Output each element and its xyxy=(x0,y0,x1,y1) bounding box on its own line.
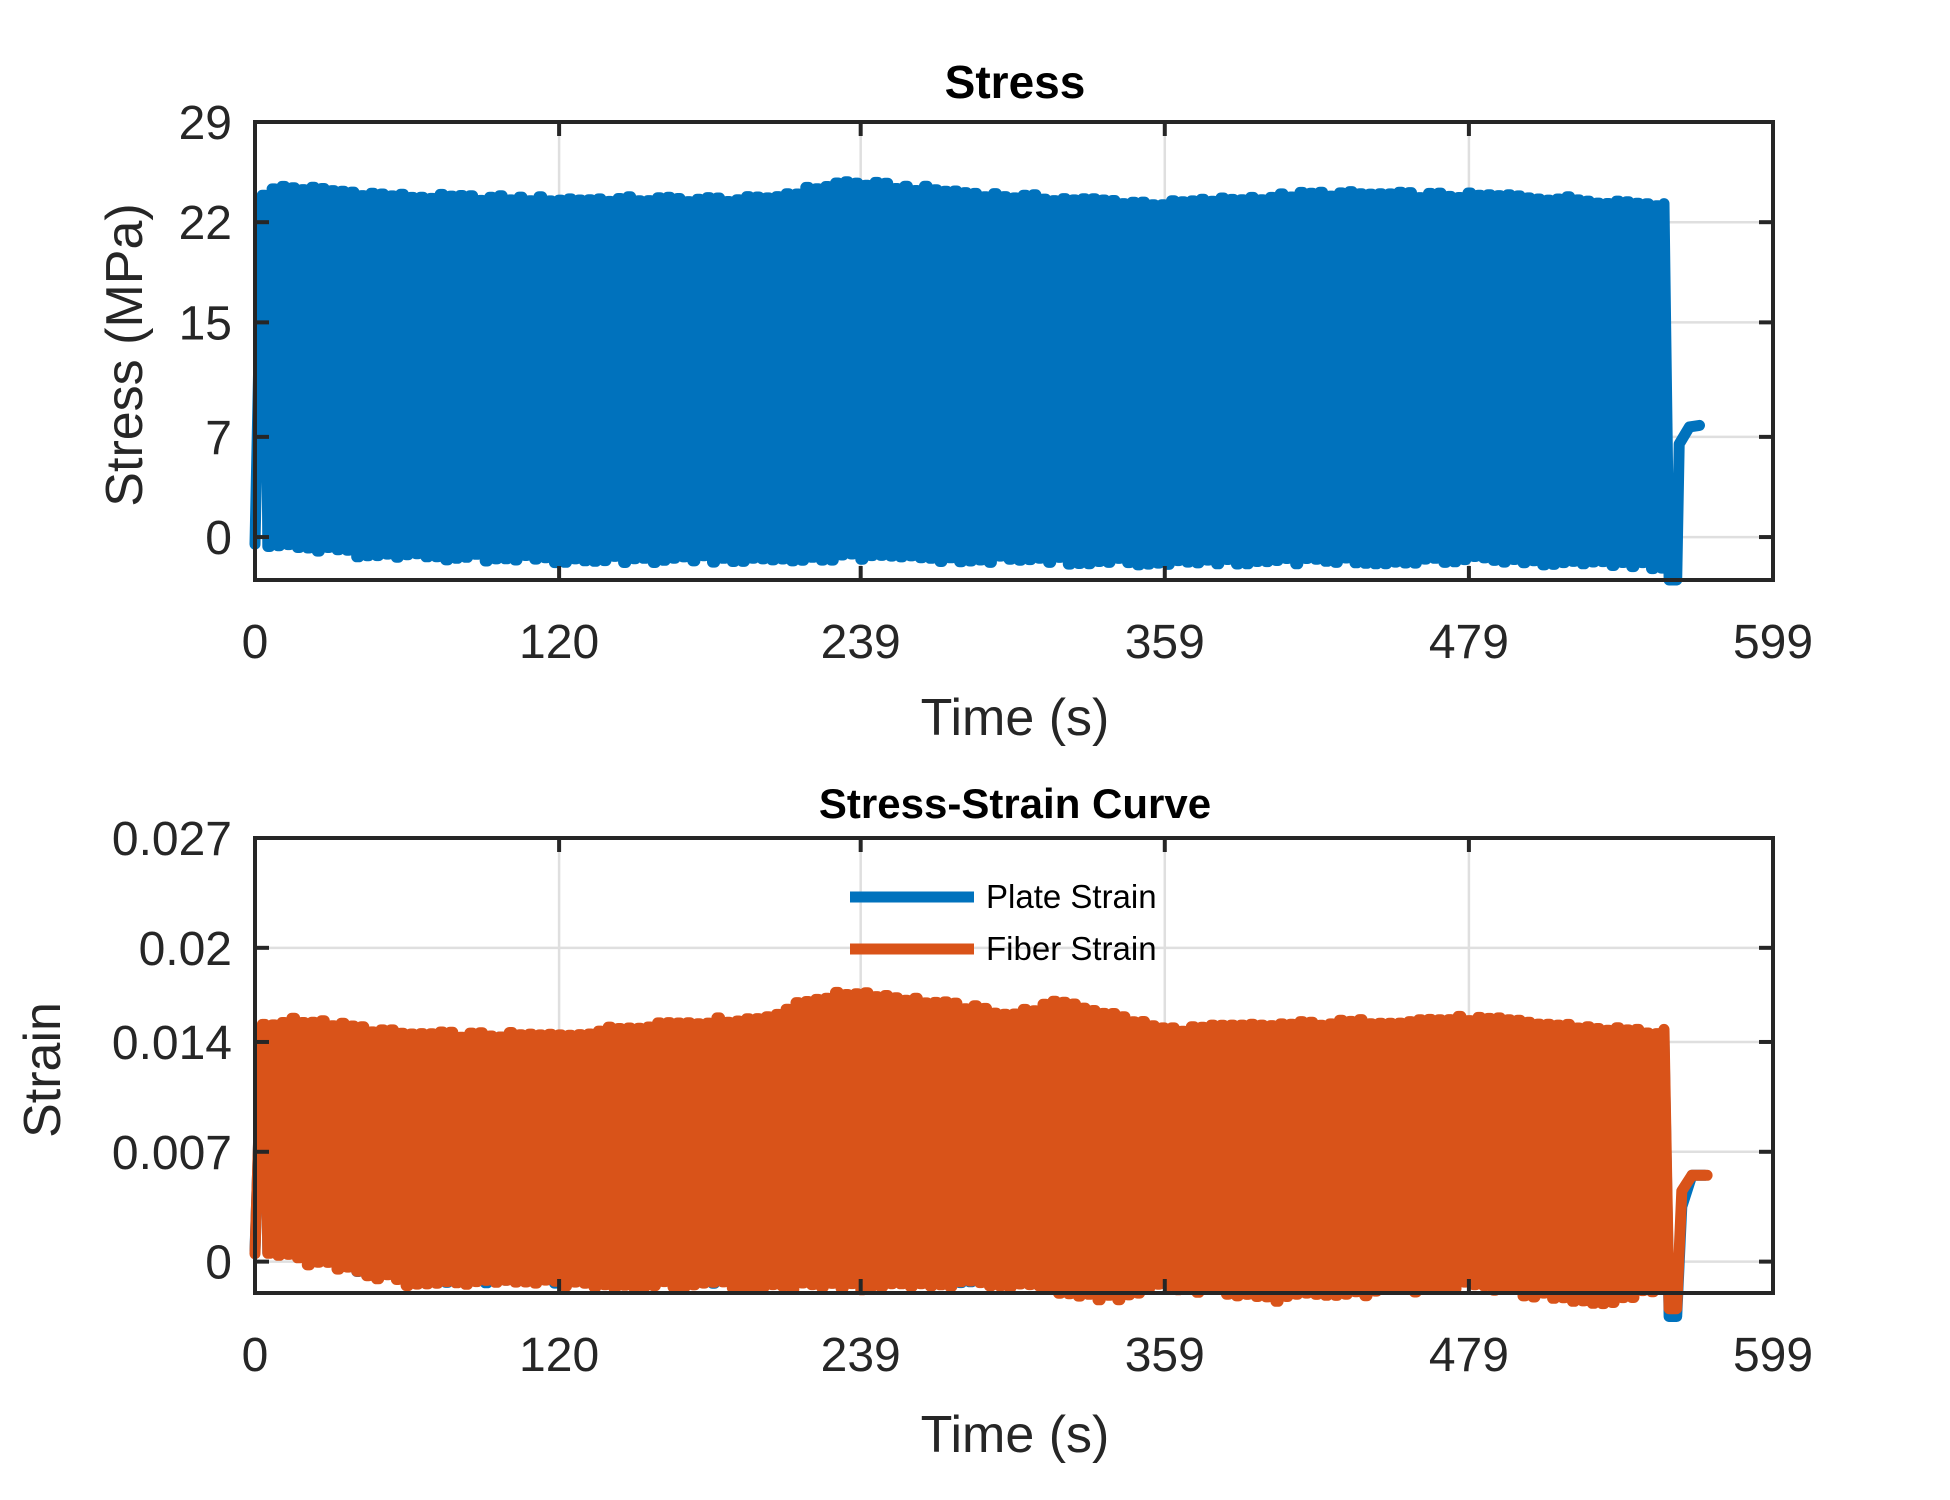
y-tick-label: 15 xyxy=(179,297,232,350)
x-tick-label: 120 xyxy=(519,1329,599,1382)
stress-plot-area xyxy=(249,176,1705,586)
x-tick-label: 239 xyxy=(821,1329,901,1382)
stress-strain-panel: Stress-Strain Curve 0 120 239 359 479 599 0 0.0… xyxy=(14,780,1813,1464)
axes-box xyxy=(253,120,1775,582)
y-tick-label: 7 xyxy=(205,412,232,465)
stress-panel: Stress 0 120 239 359 479 599 0 7 15 22 29 Time (s)… xyxy=(96,56,1813,747)
x-tick-label: 359 xyxy=(1125,616,1205,669)
stress-y-axis-label: Stress (MPa) xyxy=(96,203,154,506)
stress-x-axis-label: Time (s) xyxy=(921,689,1110,747)
stress-chart-title: Stress xyxy=(945,56,1086,108)
x-tick-label: 239 xyxy=(821,616,901,669)
y-tick-label: 0.02 xyxy=(139,923,232,976)
y-tick-label: 0 xyxy=(205,1237,232,1290)
x-tick-label: 599 xyxy=(1733,1329,1813,1382)
stress-axes: 0 120 239 359 479 599 0 7 15 22 29 xyxy=(179,97,1813,669)
stress-strain-y-axis-label: Strain xyxy=(14,1002,72,1138)
series-line-stress xyxy=(249,176,1705,586)
x-tick-label: 599 xyxy=(1733,616,1813,669)
y-tick-label: 22 xyxy=(179,197,232,250)
stress-strain-chart-title: Stress-Strain Curve xyxy=(819,780,1211,827)
x-tick-label: 479 xyxy=(1429,616,1509,669)
y-tick-label: 0.007 xyxy=(112,1127,232,1180)
x-tick-label: 359 xyxy=(1125,1329,1205,1382)
axes-box xyxy=(253,836,1775,1295)
y-tick-label: 0.027 xyxy=(112,813,232,866)
x-tick-label: 120 xyxy=(519,616,599,669)
x-tick-label: 479 xyxy=(1429,1329,1509,1382)
legend-label: Fiber Strain xyxy=(986,930,1157,967)
legend-label: Plate Strain xyxy=(986,878,1157,915)
stress-strain-plot-area xyxy=(249,986,1713,1322)
stress-strain-axes: 0 120 239 359 479 599 0 0.007 0.014 0.02 0.027 xyxy=(112,813,1813,1382)
y-tick-label: 0.014 xyxy=(112,1017,232,1070)
legend: Plate Strain Fiber Strain xyxy=(850,878,1157,967)
series-line-fiber-strain xyxy=(249,986,1713,1315)
x-tick-label: 0 xyxy=(242,616,269,669)
x-tick-label: 0 xyxy=(242,1329,269,1382)
stress-strain-x-axis-label: Time (s) xyxy=(921,1406,1110,1464)
y-tick-label: 29 xyxy=(179,97,232,150)
y-tick-label: 0 xyxy=(205,512,232,565)
